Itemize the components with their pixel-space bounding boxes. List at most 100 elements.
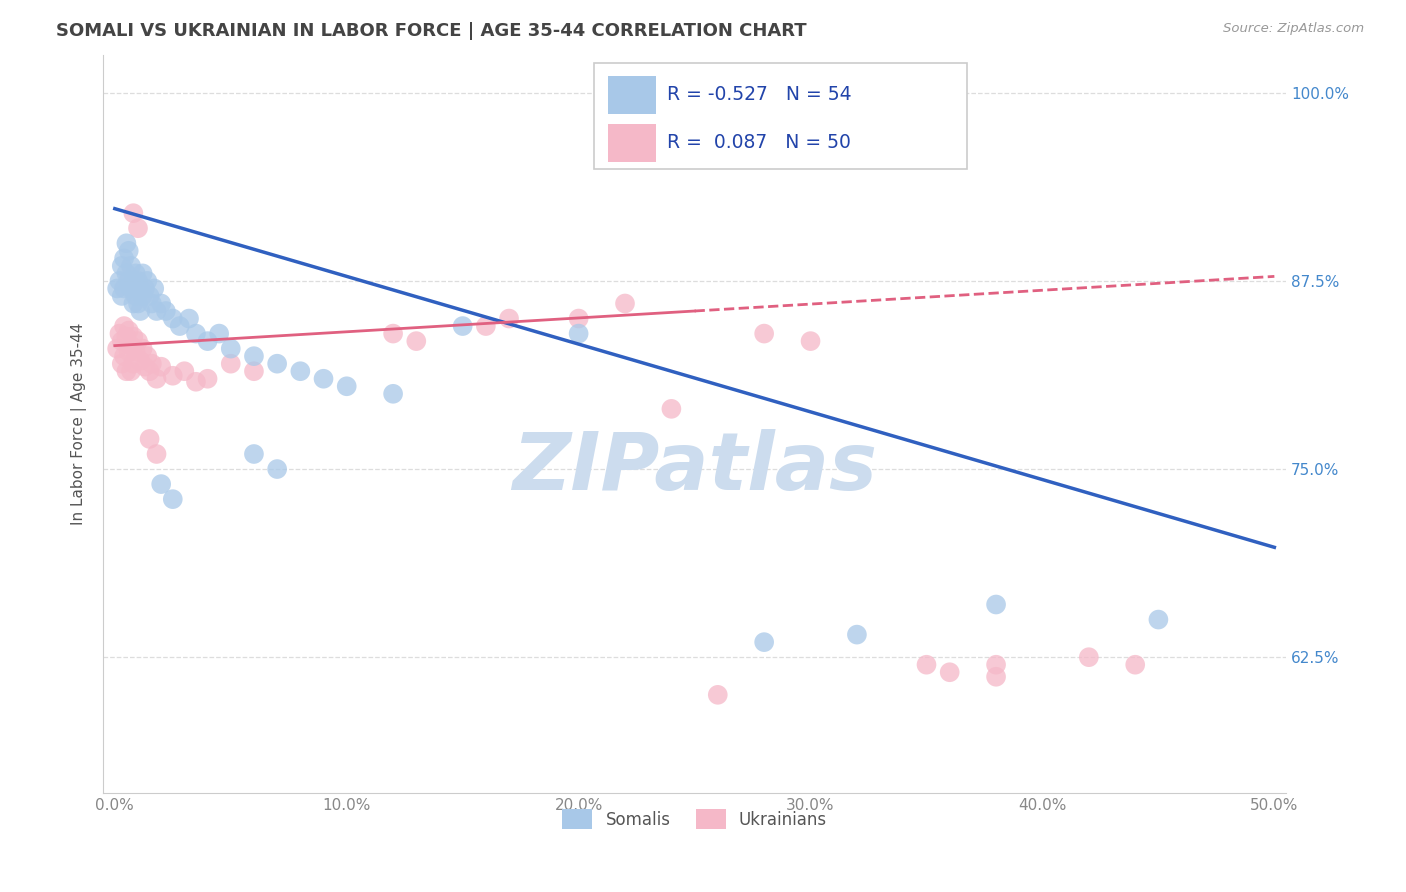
Point xyxy=(614,296,637,310)
Point xyxy=(845,627,868,641)
Point xyxy=(118,274,141,288)
Point xyxy=(118,344,141,359)
Point xyxy=(984,598,1007,612)
Point xyxy=(112,349,135,363)
Point xyxy=(155,304,177,318)
Point xyxy=(184,326,207,341)
Point xyxy=(162,368,184,383)
Text: R = -0.527   N = 54: R = -0.527 N = 54 xyxy=(668,85,852,103)
Point xyxy=(105,281,128,295)
Point xyxy=(115,329,138,343)
Point xyxy=(136,274,159,288)
Point xyxy=(150,296,173,310)
Point xyxy=(120,281,142,295)
Point xyxy=(568,311,591,326)
Point xyxy=(243,364,266,378)
Point xyxy=(122,357,145,371)
Point xyxy=(915,657,938,672)
Point xyxy=(145,447,167,461)
Point xyxy=(122,296,145,310)
Point xyxy=(752,635,775,649)
Point xyxy=(150,477,173,491)
Point xyxy=(290,364,312,378)
Point xyxy=(127,274,149,288)
Text: Source: ZipAtlas.com: Source: ZipAtlas.com xyxy=(1223,22,1364,36)
Point xyxy=(707,688,730,702)
Point xyxy=(243,349,266,363)
Legend: Somalis, Ukrainians: Somalis, Ukrainians xyxy=(555,802,834,836)
Point xyxy=(138,289,160,303)
Point xyxy=(141,357,163,371)
FancyBboxPatch shape xyxy=(609,124,655,162)
Point xyxy=(131,266,153,280)
Point xyxy=(162,311,184,326)
Y-axis label: In Labor Force | Age 35-44: In Labor Force | Age 35-44 xyxy=(72,323,87,525)
Point xyxy=(134,359,156,374)
Point xyxy=(451,319,474,334)
Point xyxy=(145,372,167,386)
Text: R =  0.087   N = 50: R = 0.087 N = 50 xyxy=(668,133,851,152)
Point xyxy=(382,326,405,341)
Point xyxy=(127,221,149,235)
Point xyxy=(129,304,152,318)
Point xyxy=(122,206,145,220)
Point xyxy=(129,281,152,295)
Point xyxy=(115,236,138,251)
Point xyxy=(405,334,427,348)
Point xyxy=(162,492,184,507)
Point xyxy=(115,364,138,378)
Point xyxy=(111,334,134,348)
Point xyxy=(108,274,131,288)
Point xyxy=(120,364,142,378)
Point xyxy=(120,259,142,273)
Point xyxy=(243,447,266,461)
Point xyxy=(661,401,683,416)
Point xyxy=(115,266,138,280)
Point xyxy=(122,274,145,288)
Point xyxy=(169,319,191,334)
Point xyxy=(145,304,167,318)
Point xyxy=(118,324,141,338)
Point xyxy=(141,296,163,310)
Point xyxy=(984,670,1007,684)
FancyBboxPatch shape xyxy=(595,62,966,169)
Point xyxy=(112,319,135,334)
Point xyxy=(498,311,520,326)
Point xyxy=(938,665,960,680)
Point xyxy=(136,349,159,363)
Point xyxy=(131,289,153,303)
Point xyxy=(111,289,134,303)
Point xyxy=(112,281,135,295)
Text: SOMALI VS UKRAINIAN IN LABOR FORCE | AGE 35-44 CORRELATION CHART: SOMALI VS UKRAINIAN IN LABOR FORCE | AGE… xyxy=(56,22,807,40)
Point xyxy=(111,259,134,273)
Point xyxy=(382,386,405,401)
Text: ZIPatlas: ZIPatlas xyxy=(512,429,877,508)
Point xyxy=(197,334,219,348)
Point xyxy=(219,342,242,356)
Point xyxy=(208,326,231,341)
Point xyxy=(1077,650,1099,665)
Point xyxy=(105,342,128,356)
Point xyxy=(312,372,335,386)
Point xyxy=(125,266,148,280)
Point xyxy=(112,252,135,266)
Point xyxy=(125,289,148,303)
Point xyxy=(122,329,145,343)
Point xyxy=(108,326,131,341)
Point xyxy=(131,342,153,356)
Point xyxy=(129,353,152,368)
Point xyxy=(127,296,149,310)
Point xyxy=(173,364,195,378)
Point xyxy=(118,244,141,258)
Point xyxy=(125,344,148,359)
Point xyxy=(127,334,149,348)
Point xyxy=(752,326,775,341)
Point xyxy=(568,326,591,341)
Point xyxy=(150,359,173,374)
Point xyxy=(143,281,166,295)
Point xyxy=(197,372,219,386)
Point xyxy=(111,357,134,371)
Point xyxy=(1123,657,1146,672)
Point xyxy=(138,432,160,446)
FancyBboxPatch shape xyxy=(609,76,655,114)
